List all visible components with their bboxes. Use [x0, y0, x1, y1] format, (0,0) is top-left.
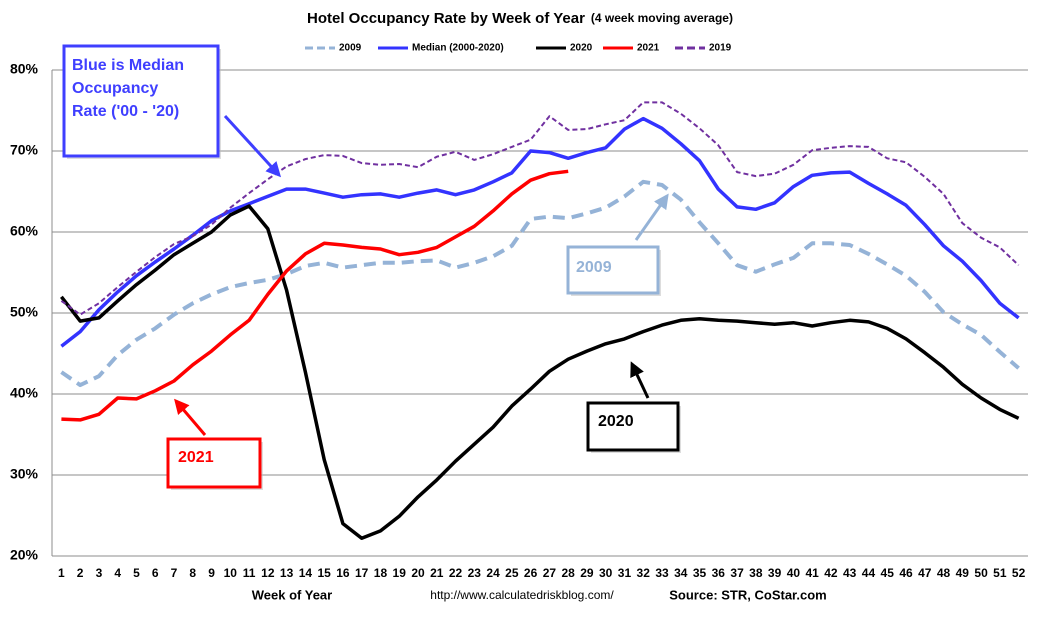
x-tick-label: 32 — [637, 566, 651, 580]
series-line — [60, 101, 1020, 316]
x-tick-label: 25 — [505, 566, 519, 580]
x-tick-label: 30 — [599, 566, 613, 580]
legend-label: 2009 — [339, 43, 362, 54]
x-tick-label: 11 — [243, 566, 256, 580]
x-tick-label: 19 — [393, 566, 407, 580]
legend-label: 2019 — [709, 43, 732, 54]
series-line — [61, 169, 569, 422]
x-tick-label: 4 — [114, 566, 121, 580]
x-tick-label: 7 — [171, 566, 178, 580]
x-tick-label: 48 — [937, 566, 951, 580]
x-tick-label: 49 — [956, 566, 970, 580]
y-tick-label: 80% — [10, 61, 39, 77]
x-tick-label: 17 — [355, 566, 369, 580]
x-tick-label: 22 — [449, 566, 463, 580]
x-tick-label: 38 — [749, 566, 763, 580]
x-tick-label: 5 — [133, 566, 140, 580]
source: Source: STR, CoStar.com — [669, 587, 826, 602]
x-tick-label: 15 — [317, 566, 331, 580]
x-tick-label: 1 — [58, 566, 65, 580]
x-tick-label: 40 — [787, 566, 801, 580]
x-tick-label: 44 — [862, 566, 876, 580]
y-tick-label: 50% — [10, 304, 39, 320]
x-tick-label: 27 — [543, 566, 557, 580]
legend-label: 2021 — [637, 43, 660, 54]
x-tick-label: 45 — [881, 566, 895, 580]
x-tick-label: 31 — [618, 566, 632, 580]
x-tick-label: 51 — [993, 566, 1007, 580]
x-tick-label: 42 — [824, 566, 838, 580]
annotation-text: Blue is Median — [72, 57, 184, 74]
x-tick-label: 23 — [468, 566, 482, 580]
annotation-arrow — [634, 193, 669, 241]
x-tick-label: 6 — [152, 566, 159, 580]
x-tick-label: 29 — [580, 566, 594, 580]
x-axis-label: Week of Year — [252, 587, 332, 602]
x-tick-label: 13 — [280, 566, 294, 580]
x-tick-label: 14 — [299, 566, 313, 580]
x-tick-label: 37 — [730, 566, 744, 580]
chart-subtitle: (4 week moving average) — [591, 11, 733, 25]
y-tick-label: 30% — [10, 466, 39, 482]
chart-title: Hotel Occupancy Rate by Week of Year — [307, 10, 585, 27]
y-tick-label: 70% — [10, 142, 39, 158]
y-tick-label: 40% — [10, 385, 39, 401]
x-tick-label: 47 — [918, 566, 932, 580]
x-tick-label: 26 — [524, 566, 538, 580]
annotation-text: 2020 — [598, 413, 634, 430]
x-tick-label: 8 — [189, 566, 196, 580]
x-tick-label: 39 — [768, 566, 782, 580]
x-tick-label: 50 — [974, 566, 988, 580]
y-tick-label: 60% — [10, 223, 39, 239]
series-line — [60, 204, 1020, 540]
x-tick-label: 2 — [77, 566, 84, 580]
annotation-box — [566, 245, 660, 295]
x-tick-label: 18 — [374, 566, 388, 580]
x-tick-label: 35 — [693, 566, 707, 580]
url: http://www.calculatedriskblog.com/ — [430, 588, 614, 602]
x-tick-label: 28 — [561, 566, 575, 580]
x-tick-label: 52 — [1012, 566, 1026, 580]
x-tick-label: 34 — [674, 566, 688, 580]
x-tick-label: 33 — [655, 566, 669, 580]
annotation-text: 2009 — [576, 259, 612, 276]
x-tick-label: 24 — [486, 566, 500, 580]
x-tick-label: 20 — [411, 566, 425, 580]
chart-title-group: Hotel Occupancy Rate by Week of Year (4 w… — [307, 10, 733, 27]
annotation-arrow — [630, 361, 650, 399]
annotation-box — [166, 437, 262, 489]
x-tick-label: 36 — [712, 566, 726, 580]
annotation-text: 2021 — [178, 449, 214, 466]
annotation-box — [586, 401, 680, 452]
x-tick-label: 41 — [805, 566, 819, 580]
x-tick-label: 46 — [899, 566, 913, 580]
x-tick-label: 10 — [224, 566, 238, 580]
x-tick-label: 9 — [208, 566, 215, 580]
annotation-box — [62, 44, 220, 158]
x-tick-label: 12 — [261, 566, 275, 580]
legend-label: 2020 — [570, 43, 593, 54]
annotation-text: Rate ('00 - '20) — [72, 103, 179, 120]
y-tick-label: 20% — [10, 547, 39, 563]
x-tick-label: 43 — [843, 566, 857, 580]
x-tick-label: 21 — [430, 566, 444, 580]
series-line — [60, 179, 1020, 388]
annotation-arrow — [223, 114, 282, 178]
annotation-arrow — [174, 398, 207, 436]
annotation-text: Occupancy — [72, 80, 158, 97]
x-tick-label: 16 — [336, 566, 350, 580]
legend-label: Median (2000-2020) — [412, 43, 504, 54]
x-tick-label: 3 — [96, 566, 103, 580]
